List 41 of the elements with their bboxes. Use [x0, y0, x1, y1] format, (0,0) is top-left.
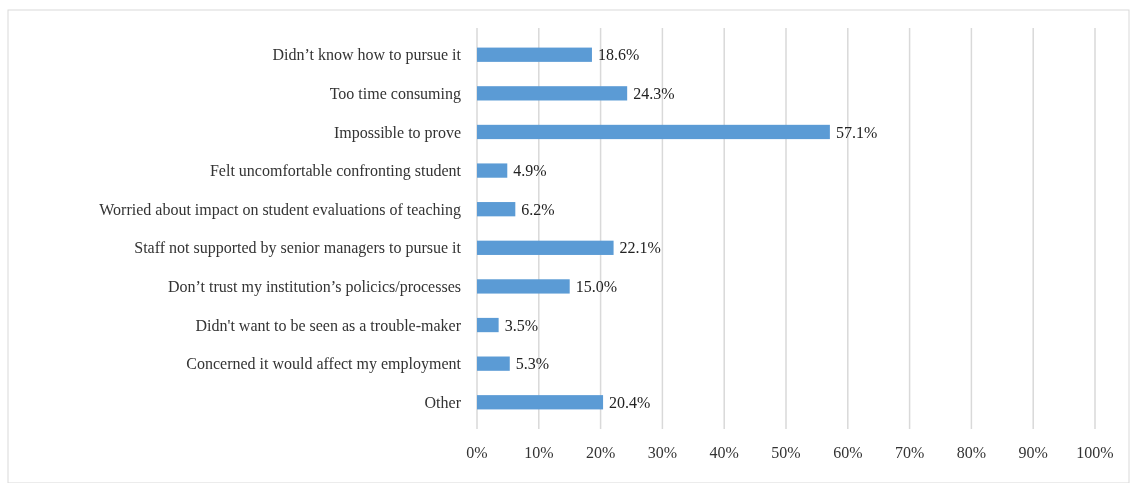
data-label: 6.2% — [521, 200, 555, 218]
data-label: 15.0% — [575, 278, 618, 296]
data-label: 4.9% — [513, 162, 547, 180]
x-tick-label: 0% — [466, 444, 488, 461]
bar — [477, 163, 508, 178]
data-label: 3.5% — [504, 316, 538, 334]
y-tick-label: Concerned it would affect my employment — [186, 355, 462, 374]
data-label: 57.1% — [835, 123, 878, 141]
y-tick-label: Didn’t know how to pursue it — [272, 46, 462, 65]
y-tick-label: Impossible to prove — [333, 123, 461, 142]
y-tick-label: Didn't want to be seen as a trouble-maker — [195, 316, 462, 334]
x-tick-label: 50% — [771, 444, 801, 461]
y-tick-label: Staff not supported by senior managers to pursue it — [134, 239, 462, 258]
bar — [477, 279, 570, 294]
data-label: 20.4% — [609, 393, 651, 411]
bar — [477, 395, 604, 410]
bar — [477, 47, 592, 62]
x-tick-label: 40% — [709, 444, 739, 461]
y-tick-label: Don’t trust my institution’s policics/processes — [167, 278, 461, 297]
bar — [477, 202, 516, 217]
bar — [477, 86, 628, 101]
x-tick-label: 80% — [956, 444, 987, 461]
data-label: 24.3% — [633, 84, 675, 102]
data-label: 5.3% — [515, 355, 550, 373]
y-tick-label: Felt uncomfortable confronting student — [209, 162, 462, 181]
bar — [477, 240, 614, 255]
y-tick-label: Worried about impact on student evaluations of teaching — [99, 200, 461, 219]
bar — [477, 124, 830, 140]
x-tick-label: 90% — [1018, 444, 1048, 461]
data-label: 18.6% — [597, 46, 640, 64]
x-tick-label: 60% — [833, 444, 863, 461]
x-tick-label: 70% — [894, 444, 925, 461]
x-tick-label: 30% — [647, 444, 678, 461]
y-tick-label: Other — [424, 393, 462, 411]
x-tick-label: 20% — [585, 444, 616, 461]
y-tick-label: Too time consuming — [329, 84, 461, 103]
data-label: 22.1% — [619, 239, 661, 257]
bar — [477, 317, 499, 333]
x-tick-label: 10% — [524, 444, 554, 461]
x-tick-label: 100% — [1076, 444, 1114, 461]
bar — [477, 356, 510, 371]
